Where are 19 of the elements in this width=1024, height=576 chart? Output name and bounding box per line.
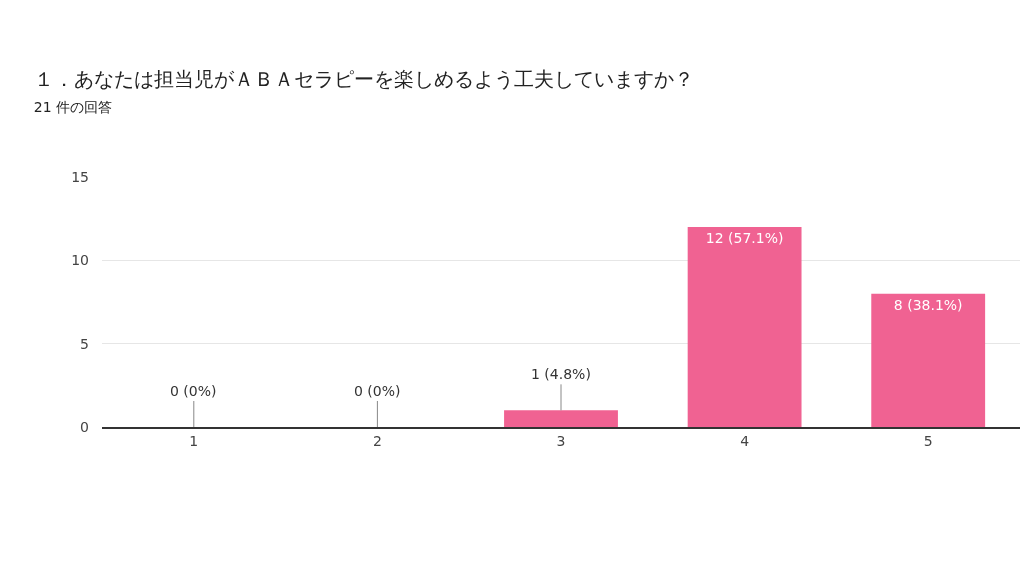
y-tick-label: 5 [80, 335, 89, 352]
bar [871, 293, 986, 427]
x-tick-label: 4 [740, 432, 750, 449]
x-tick-label: 5 [923, 432, 933, 449]
data-label: 0 (0%) [354, 383, 401, 399]
x-tick-label: 1 [189, 432, 199, 449]
bar [687, 227, 802, 427]
data-label: 8 (38.1%) [893, 296, 963, 313]
y-tick-label: 0 [80, 418, 89, 435]
x-tick-label: 3 [556, 432, 566, 449]
bar [504, 410, 618, 427]
chart-subtitle: 21 件の回答 [33, 99, 113, 116]
data-label: 0 (0%) [170, 383, 217, 399]
y-tick-label: 15 [71, 168, 89, 185]
y-tick-label: 10 [71, 252, 89, 269]
data-label: 12 (57.1%) [705, 230, 784, 246]
data-label: 1 (4.8%) [531, 366, 591, 382]
chart-title: １．あなたは担当児がＡＢＡセラピーを楽しめるよう工夫していますか？ [33, 67, 694, 92]
x-tick-label: 2 [372, 432, 382, 449]
